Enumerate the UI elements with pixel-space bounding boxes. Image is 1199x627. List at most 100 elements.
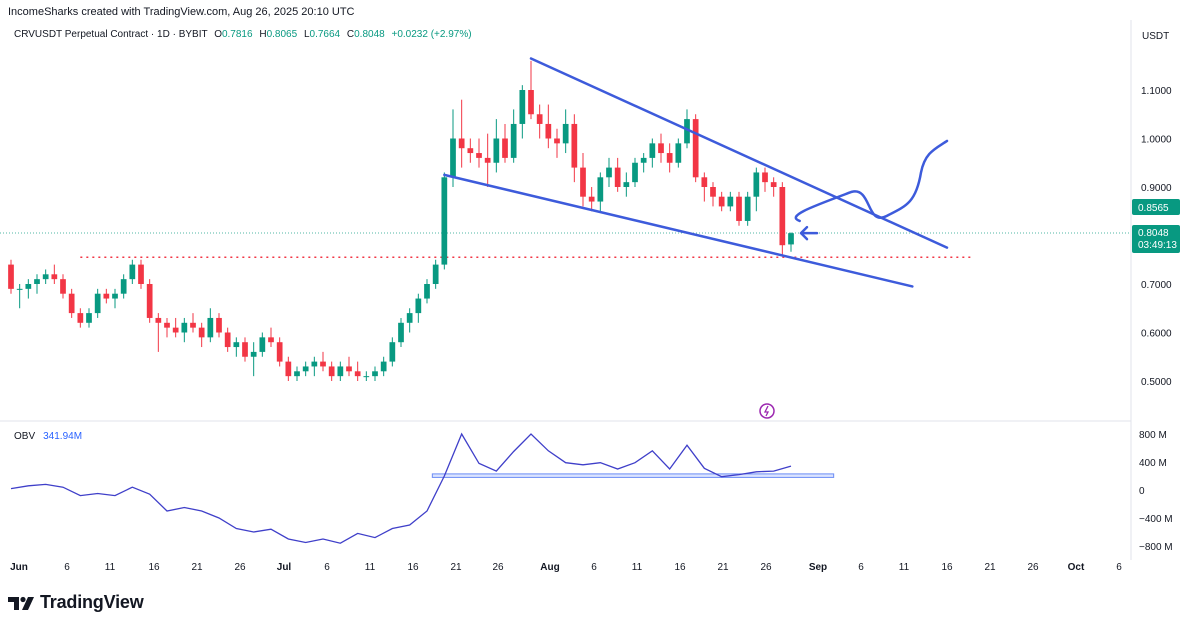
candle-body (259, 337, 266, 352)
time-tick-label: 6 (324, 562, 330, 573)
price-label-mid-bg (1132, 199, 1180, 215)
candle (580, 153, 586, 207)
time-tick-label: 6 (1116, 562, 1122, 573)
candle-body (588, 196, 595, 202)
candle-body (354, 371, 361, 377)
axes: 1.1000 1.0000 0.9000 0.7000 0.6000 0.5000 0.85… (10, 86, 1180, 573)
candle-body (450, 138, 456, 178)
candle-body (684, 119, 690, 144)
candle-body (623, 182, 630, 187)
candle (172, 317, 179, 338)
candle (337, 361, 344, 381)
symbol-title[interactable]: CRVUSDT Perpetual Contract · 1D · BYBIT (14, 29, 208, 40)
candle-body (458, 138, 465, 149)
candle (666, 143, 673, 173)
candle (415, 293, 422, 323)
candle (129, 259, 136, 284)
candle-body (476, 153, 482, 158)
time-tick-label: 26 (760, 562, 772, 573)
price-tick-label: 0.9000 (1141, 183, 1172, 194)
candle-body (710, 187, 716, 197)
candle (77, 308, 84, 328)
candle-body (34, 279, 40, 284)
time-tick-label: 6 (591, 562, 597, 573)
candle-body (233, 342, 240, 348)
obv-value: 341.94M (43, 431, 83, 442)
candle-body (68, 293, 75, 314)
time-tick-label: 16 (674, 562, 686, 573)
candle-body (16, 288, 23, 290)
time-tick-label: 21 (717, 562, 729, 573)
candle (554, 128, 560, 158)
candle-body (415, 298, 422, 314)
close-value: 0.8048 (354, 29, 385, 40)
obv-pane (10, 432, 835, 544)
tradingview-logo-text: TradingView (40, 592, 144, 612)
candle (216, 313, 222, 338)
candles (8, 60, 794, 381)
candle (68, 288, 75, 318)
obv-label[interactable]: OBV (14, 431, 36, 442)
candle-body (51, 274, 58, 280)
candle (753, 167, 760, 212)
candle (242, 337, 248, 362)
candle (207, 308, 214, 343)
countdown-text: 03:49:13 (1138, 240, 1177, 251)
time-tick-label: 16 (148, 562, 160, 573)
currency-label[interactable]: USDT (1142, 31, 1170, 42)
obv-legend: OBV 341.94M (14, 431, 82, 442)
time-tick-label: Oct (1068, 562, 1085, 573)
time-tick-label: Jun (10, 562, 28, 573)
candle-body (441, 177, 448, 265)
time-tick-label: 21 (450, 562, 462, 573)
candle-body (207, 317, 214, 338)
candle-body (242, 342, 248, 357)
candle-body (346, 366, 352, 372)
obv-tick-label: 0 (1139, 486, 1145, 497)
candle (285, 356, 292, 381)
candle (519, 85, 526, 139)
candle (788, 232, 794, 252)
candle (34, 274, 40, 294)
candle (640, 153, 647, 173)
candle (363, 371, 370, 381)
candle (250, 342, 257, 377)
candle (424, 279, 430, 304)
low-value: 0.7664 (309, 29, 341, 40)
price-tick-label: 0.5000 (1141, 377, 1172, 388)
candle (372, 366, 378, 381)
candle-body (268, 337, 274, 343)
candle-body (129, 264, 136, 280)
candle-body (216, 317, 222, 333)
time-tick-label: 6 (64, 562, 70, 573)
candle (476, 138, 482, 168)
candle-body (363, 376, 370, 378)
candle (710, 182, 716, 207)
price-label-mid: 0.8565 (1132, 199, 1180, 215)
candle (389, 337, 396, 367)
candle (86, 308, 92, 328)
trend-drawings[interactable] (443, 57, 949, 419)
candle (146, 279, 153, 323)
pane-separators (0, 20, 1132, 560)
candle-body (120, 279, 127, 294)
candle-body (580, 167, 586, 197)
candle-body (181, 322, 188, 333)
candle-body (519, 90, 526, 124)
candle (562, 109, 569, 154)
candle-body (380, 361, 387, 372)
candle-body (614, 167, 621, 187)
candle (346, 356, 352, 377)
candle-body (302, 366, 309, 372)
candle (632, 157, 638, 187)
wedge-lower-trendline (443, 173, 914, 288)
candle (502, 123, 508, 163)
candle (493, 119, 500, 173)
time-tick-label: 16 (941, 562, 953, 573)
candle (450, 109, 456, 187)
tradingview-logo[interactable]: TradingView (8, 592, 144, 613)
candle-body (779, 187, 786, 246)
candle (320, 351, 326, 372)
candle-body (250, 351, 257, 357)
